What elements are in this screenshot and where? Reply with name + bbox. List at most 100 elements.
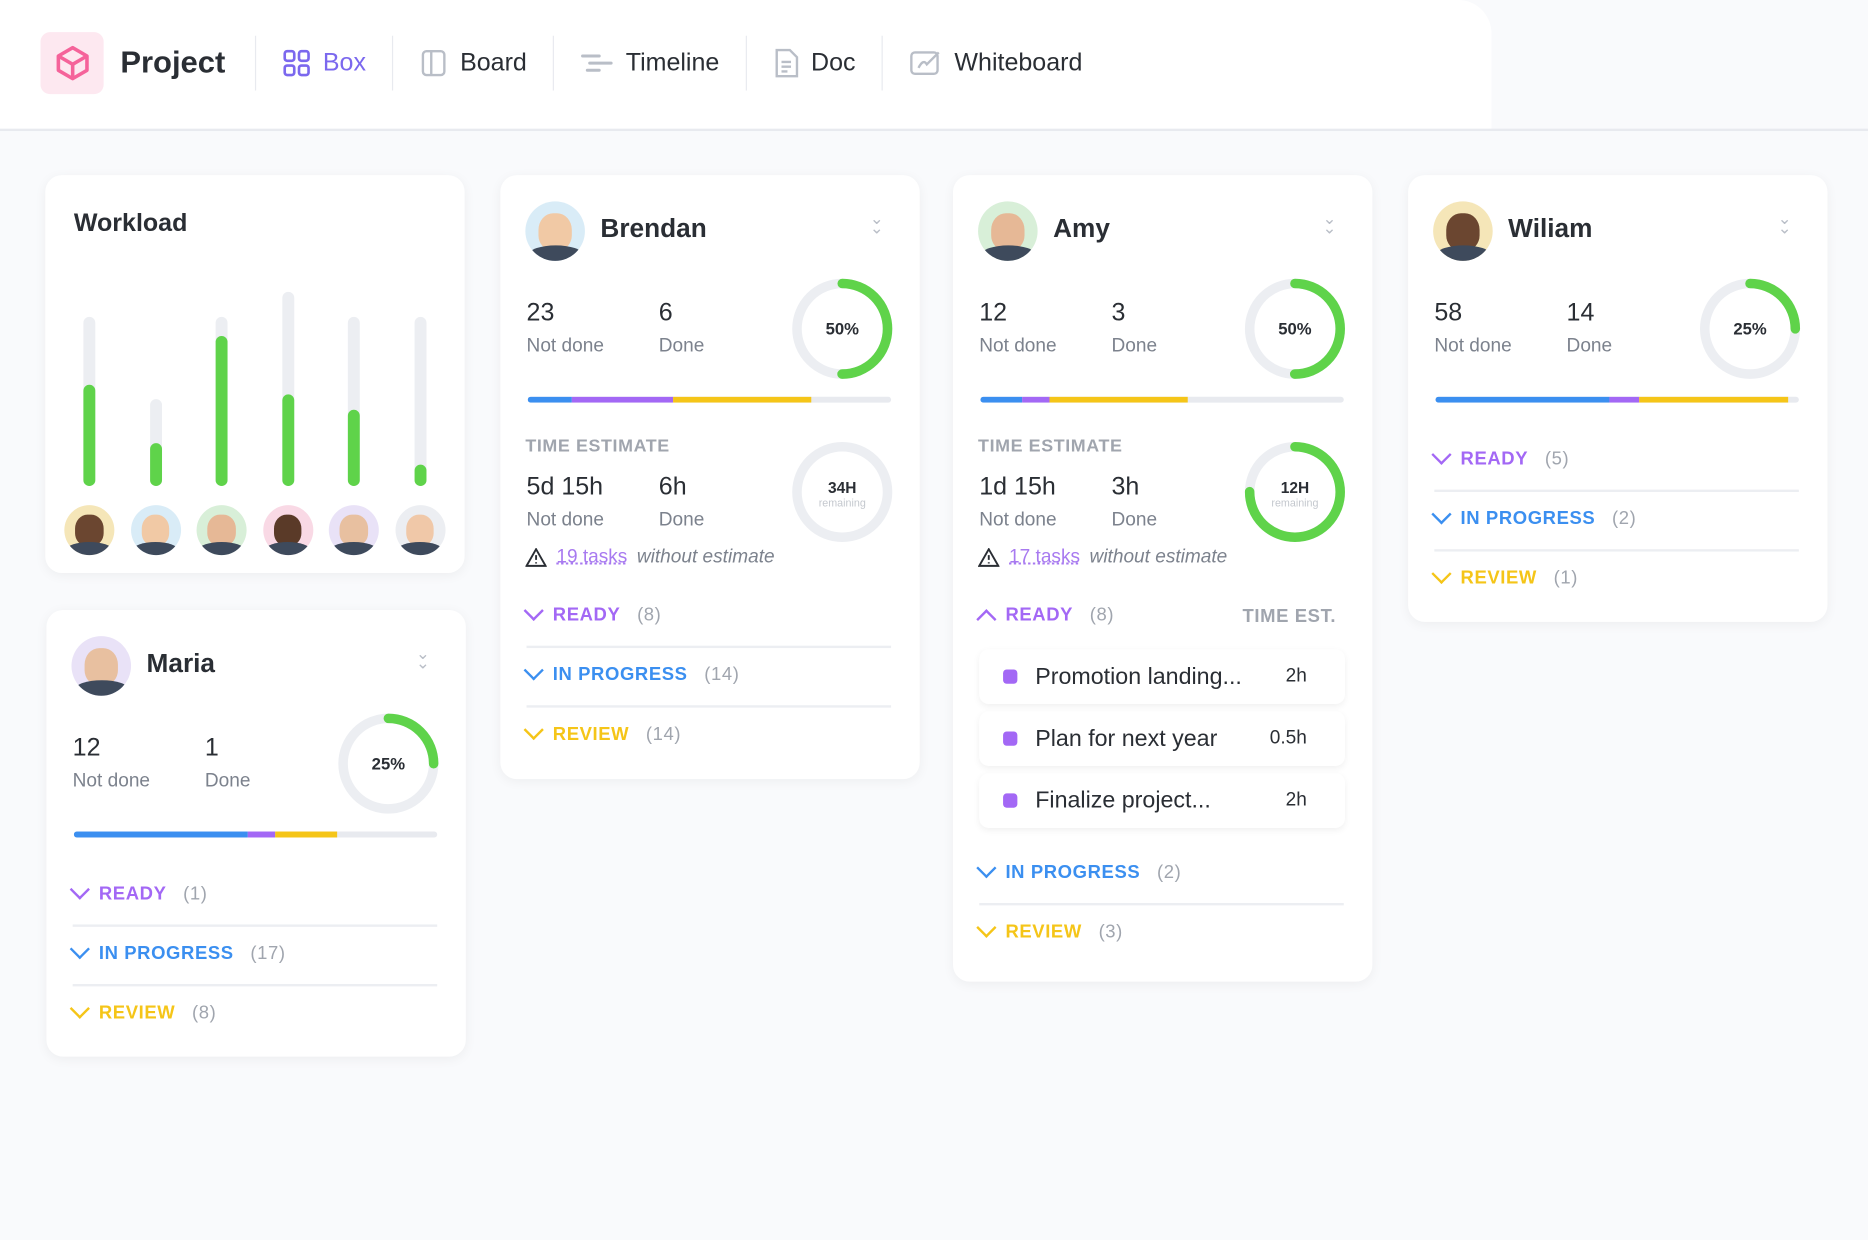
workload-bar-fill — [413, 464, 426, 487]
collapse-icon[interactable]: ⌄ ⌄ — [415, 643, 430, 672]
group-label: REVIEW — [1005, 922, 1082, 943]
done-count: 6 — [658, 299, 673, 327]
divider — [72, 924, 438, 927]
avatar — [262, 505, 313, 556]
group-review[interactable]: REVIEW (8) — [69, 998, 217, 1024]
done-label: Done — [1111, 335, 1158, 357]
workload-bar-fill — [215, 336, 228, 487]
time-estimate-heading: TIME ESTIMATE — [525, 436, 670, 457]
avatar — [1433, 201, 1493, 261]
chevron-down-icon — [976, 917, 997, 938]
group-review[interactable]: REVIEW (3) — [976, 917, 1123, 943]
completion-donut: 25% — [338, 713, 439, 814]
group-ready[interactable]: READY (1) — [69, 879, 208, 905]
chevron-down-icon — [69, 939, 90, 960]
tasks-without-estimate-link[interactable]: 19 tasks — [556, 546, 628, 568]
tab-whiteboard[interactable]: Whiteboard — [881, 35, 1109, 91]
not-done-count: 23 — [526, 299, 555, 327]
tab-box[interactable]: Box — [254, 35, 392, 91]
tasks-without-estimate-link[interactable]: 17 tasks — [1009, 546, 1081, 568]
person-name: Amy — [1053, 213, 1110, 244]
workload-bar-track — [281, 291, 294, 487]
tab-board[interactable]: Board — [392, 35, 553, 91]
group-in-progress[interactable]: IN PROGRESS (2) — [1431, 504, 1637, 530]
donut-label: 25% — [372, 755, 406, 774]
donut-sublabel: remaining — [819, 497, 866, 509]
collapse-icon[interactable]: ⌄ ⌄ — [1777, 208, 1792, 238]
completion-donut: 25% — [1699, 278, 1801, 379]
task-name: Promotion landing... — [1035, 662, 1242, 690]
grid-icon — [283, 49, 310, 77]
avatar — [71, 636, 132, 696]
progress-in-progress — [73, 831, 249, 838]
group-review[interactable]: REVIEW (14) — [523, 719, 682, 745]
group-ready[interactable]: READY (8) — [976, 605, 1115, 630]
tab-timeline[interactable]: Timeline — [553, 35, 745, 91]
timeline-icon — [581, 54, 613, 72]
chevron-down-icon — [976, 858, 997, 879]
group-count: (3) — [1098, 922, 1123, 943]
group-label: IN PROGRESS — [1460, 508, 1596, 529]
group-in-progress[interactable]: IN PROGRESS (17) — [69, 939, 286, 965]
group-review[interactable]: REVIEW (1) — [1431, 563, 1579, 589]
status-square-icon — [1003, 731, 1018, 746]
task-estimate: 2h — [1285, 665, 1307, 687]
collapse-icon[interactable]: ⌄ ⌄ — [1322, 208, 1337, 238]
done-count: 14 — [1566, 299, 1595, 327]
workload-bar-track — [347, 317, 360, 487]
status-square-icon — [1003, 793, 1018, 808]
task-row[interactable]: Plan for next year 0.5h — [979, 711, 1345, 767]
avatar — [196, 505, 247, 556]
group-in-progress[interactable]: IN PROGRESS (14) — [523, 660, 740, 686]
tab-label: Timeline — [625, 48, 720, 77]
progress-review — [673, 396, 812, 403]
group-count: (1) — [1553, 568, 1579, 589]
completion-donut: 50% — [1244, 278, 1345, 379]
avatar — [525, 201, 585, 261]
group-in-progress[interactable]: IN PROGRESS (2) — [976, 858, 1181, 884]
status-progress-bar — [527, 396, 892, 403]
task-estimate: 2h — [1285, 789, 1307, 811]
group-count: (8) — [1089, 605, 1115, 626]
donut-fill — [1244, 278, 1345, 379]
time-not-done: 5d 15h — [526, 472, 604, 501]
group-ready[interactable]: READY (5) — [1431, 444, 1569, 470]
group-label: IN PROGRESS — [552, 664, 688, 685]
collapse-icon[interactable]: ⌄ ⌄ — [869, 208, 884, 238]
tab-doc[interactable]: Doc — [745, 35, 882, 91]
workload-card: Workload — [45, 175, 465, 574]
tab-label: Box — [322, 48, 366, 77]
warning-text: without estimate — [636, 546, 775, 568]
workload-bar-track — [413, 317, 426, 487]
workload-bar-fill — [347, 410, 360, 487]
progress-ready — [571, 396, 674, 403]
chevron-down-icon — [1431, 444, 1452, 465]
workload-bar-fill — [281, 394, 294, 487]
person-card-amy: Amy ⌄ ⌄ 12 Not done 3 Done 50% TIME ESTIMAT… — [953, 175, 1373, 982]
time-not-done: 1d 15h — [979, 472, 1056, 501]
doc-icon — [775, 48, 798, 78]
person-card-brendan: Brendan ⌄ ⌄ 23 Not done 6 Done 50% TIME EST… — [500, 175, 920, 780]
group-count: (14) — [704, 664, 740, 685]
divider — [526, 645, 892, 649]
time-remaining-donut: 34H remaining — [792, 441, 893, 543]
task-name: Plan for next year — [1035, 724, 1218, 752]
chevron-down-icon — [69, 998, 90, 1019]
task-row[interactable]: Finalize project... 2h — [979, 773, 1345, 828]
status-progress-bar — [73, 831, 438, 838]
time-done: 3h — [1111, 472, 1140, 501]
not-done-count: 58 — [1434, 299, 1463, 327]
task-row[interactable]: Promotion landing... 2h — [979, 649, 1345, 705]
group-label: IN PROGRESS — [98, 943, 234, 964]
group-count: (2) — [1612, 508, 1637, 529]
donut-label: 25% — [1733, 320, 1767, 339]
workload-bar-fill — [149, 443, 162, 487]
done-count: 1 — [204, 733, 219, 762]
donut-sublabel: remaining — [1271, 497, 1318, 509]
group-count: (8) — [637, 605, 662, 626]
time-estimate-heading: TIME ESTIMATE — [978, 436, 1123, 457]
warning-icon — [978, 547, 1000, 567]
group-count: (17) — [250, 943, 286, 964]
done-label: Done — [1566, 335, 1613, 357]
group-ready[interactable]: READY (8) — [523, 600, 662, 626]
